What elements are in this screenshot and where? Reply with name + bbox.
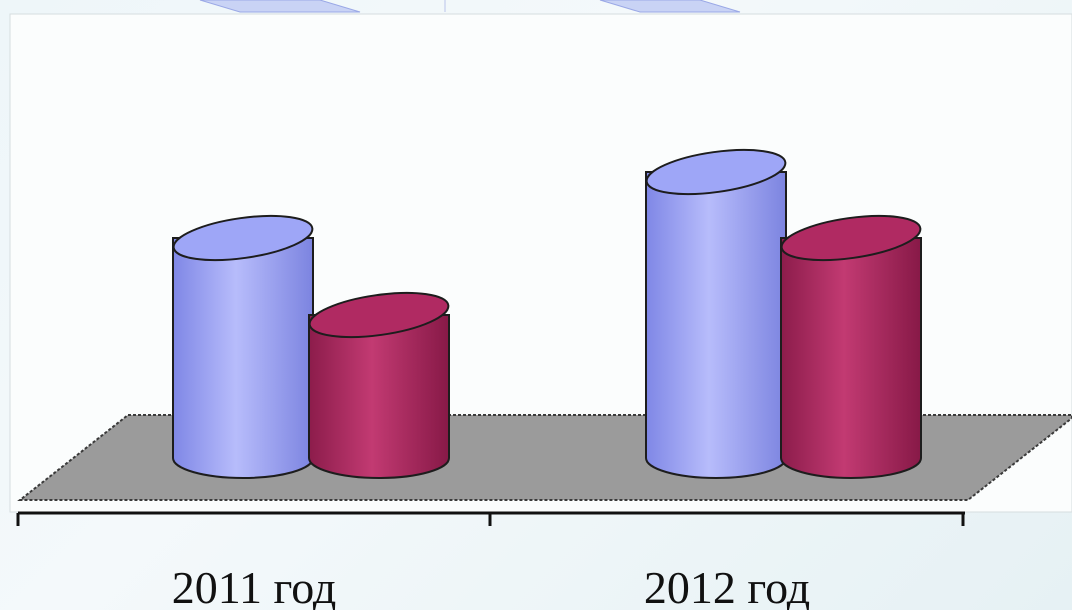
bar-cylinder-top [308, 291, 450, 339]
bar-cylinder [308, 291, 450, 479]
bar-cylinder-top [645, 148, 787, 196]
x-axis [16, 511, 965, 526]
bar-cylinder-body [172, 237, 314, 479]
decorative-header-stripes [199, 0, 741, 13]
bar-cylinder-top [780, 214, 922, 262]
category-label-2012: 2012 год [644, 562, 810, 610]
bar-cylinder-body [308, 314, 450, 479]
bar-cylinder [780, 214, 922, 479]
bar-cylinder-body [645, 171, 787, 479]
bar-cylinder [172, 214, 314, 479]
bar-cylinder-body [780, 237, 922, 479]
bar-cylinder-top [172, 214, 314, 262]
bar-cylinder [645, 148, 787, 479]
category-label-2011: 2011 год [172, 562, 337, 610]
